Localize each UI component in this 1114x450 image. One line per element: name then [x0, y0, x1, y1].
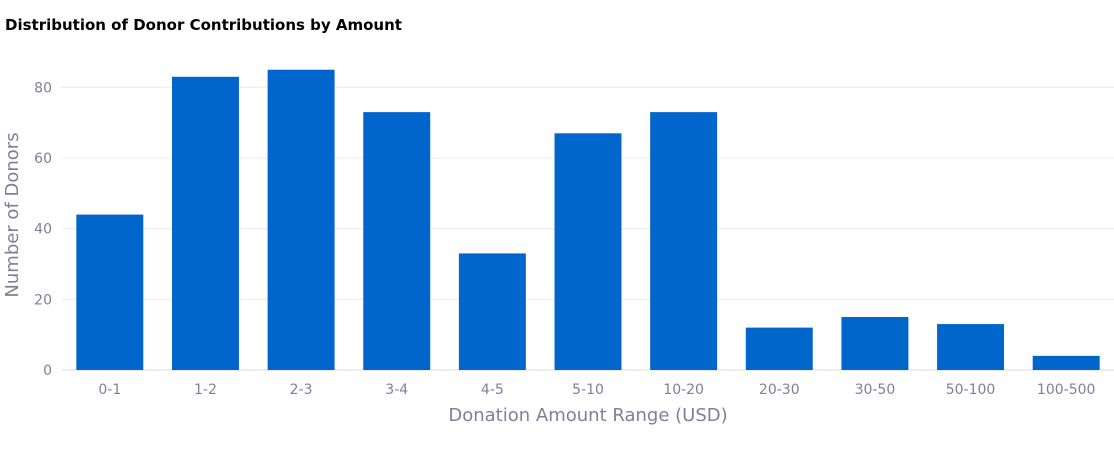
y-tick-label: 60	[34, 151, 52, 167]
bar-100-500[interactable]	[1032, 355, 1100, 370]
x-tick-label: 10-20	[663, 382, 704, 398]
x-axis-title: Donation Amount Range (USD)	[448, 405, 727, 426]
y-tick-label: 40	[34, 222, 52, 238]
bar-0-1[interactable]	[76, 214, 144, 370]
y-axis-title: Number of Donors	[2, 132, 23, 297]
bar-3-4[interactable]	[363, 112, 431, 370]
bar-1-2[interactable]	[171, 76, 239, 370]
x-tick-label: 20-30	[759, 382, 800, 398]
bar-50-100[interactable]	[937, 324, 1005, 370]
x-tick-label: 5-10	[572, 382, 604, 398]
x-tick-label: 50-100	[946, 382, 996, 398]
x-tick-label: 4-5	[481, 382, 504, 398]
x-tick-label: 2-3	[290, 382, 313, 398]
bar-10-20[interactable]	[650, 112, 718, 370]
bars	[76, 69, 1100, 370]
y-tick-label: 0	[43, 363, 52, 379]
x-tick-label: 0-1	[98, 382, 121, 398]
x-axis-ticks: 0-1 1-2 2-3 3-4 4-5 5-10 10-20 20-30 30-50 50-100…	[98, 382, 1095, 398]
x-tick-label: 100-500	[1037, 382, 1096, 398]
y-tick-label: 20	[34, 292, 52, 308]
x-tick-label: 3-4	[385, 382, 408, 398]
x-tick-label: 1-2	[194, 382, 217, 398]
chart-title: Distribution of Donor Contributions by A…	[5, 16, 402, 34]
bar-2-3[interactable]	[267, 69, 335, 370]
bar-20-30[interactable]	[745, 327, 813, 370]
x-tick-label: 30-50	[855, 382, 896, 398]
y-axis-ticks: 0 20 40 60 80	[34, 80, 52, 379]
bar-5-10[interactable]	[554, 133, 622, 370]
y-tick-label: 80	[34, 80, 52, 96]
bar-30-50[interactable]	[841, 317, 909, 370]
bar-4-5[interactable]	[458, 253, 526, 370]
